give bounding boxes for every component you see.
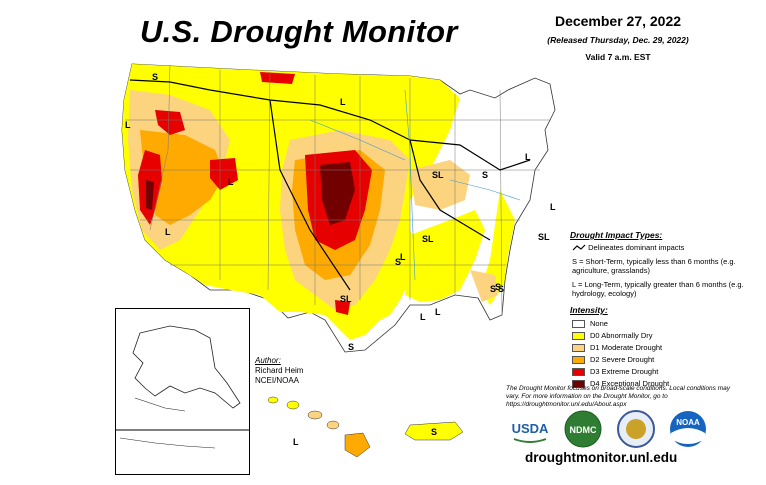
d2-region-west bbox=[140, 130, 225, 225]
map-label: SL bbox=[538, 232, 550, 242]
d0-region-southeast bbox=[405, 210, 485, 302]
map-label: S bbox=[490, 284, 496, 294]
swatch-d1 bbox=[572, 343, 585, 352]
impact-labels: S L L L L SL SL S L S L S L S SL SL S L … bbox=[125, 72, 556, 352]
rivers bbox=[309, 89, 521, 281]
legend-d3: D3 Extreme Drought bbox=[572, 366, 658, 377]
d3-region-montana bbox=[260, 72, 295, 84]
commerce-seal-logo bbox=[617, 410, 655, 448]
legend-d0: D0 Abnormally Dry bbox=[572, 330, 653, 341]
intensity-heading: Intensity: bbox=[570, 305, 608, 315]
website-url[interactable]: droughtmonitor.unl.edu bbox=[525, 450, 678, 465]
ndmc-logo: NDMC bbox=[564, 410, 602, 448]
author-block: Author: Richard Heim NCEI/NOAA bbox=[255, 356, 303, 386]
map-label: SL bbox=[432, 170, 444, 180]
legend-label: None bbox=[590, 319, 608, 328]
map-label: S bbox=[431, 427, 437, 437]
author-heading: Author: bbox=[255, 356, 281, 365]
map-label: L bbox=[420, 312, 426, 322]
legend-label: D2 Severe Drought bbox=[590, 355, 655, 364]
map-label: L bbox=[340, 97, 346, 107]
legend-label: D3 Extreme Drought bbox=[590, 367, 659, 376]
legend-d1: D1 Moderate Drought bbox=[572, 342, 662, 353]
map-label: L bbox=[550, 202, 556, 212]
d4-region-california bbox=[146, 180, 154, 210]
map-label: S bbox=[482, 170, 488, 180]
map-label: S bbox=[498, 284, 504, 294]
long-term-desc: L = Long-Term, typically greater than 6 … bbox=[572, 280, 744, 298]
impact-line-label: Delineates dominant impacts bbox=[588, 243, 685, 252]
state-boundaries bbox=[125, 64, 550, 316]
puerto-rico-inset: S bbox=[404, 421, 464, 441]
impact-types-heading: Drought Impact Types: bbox=[570, 230, 663, 240]
map-label: S bbox=[152, 72, 158, 82]
svg-text:NOAA: NOAA bbox=[676, 418, 700, 427]
d1-region-southeast bbox=[470, 270, 498, 302]
map-label: L bbox=[228, 177, 234, 187]
map-label: S bbox=[348, 342, 354, 352]
hawaii-inset: L bbox=[267, 396, 371, 458]
short-term-desc: S = Short-Term, typically less than 6 mo… bbox=[572, 257, 736, 275]
map-label: L bbox=[435, 307, 441, 317]
map-label: SL bbox=[340, 294, 352, 304]
swatch-none bbox=[572, 319, 585, 328]
swatch-d4 bbox=[572, 379, 585, 388]
map-date: December 27, 2022 bbox=[554, 13, 682, 29]
info-note: The Drought Monitor focuses on broad-sca… bbox=[506, 385, 731, 408]
map-label: SL bbox=[422, 234, 434, 244]
d3-region-texas bbox=[335, 300, 350, 315]
map-label: L bbox=[293, 437, 299, 447]
map-title: U.S. Drought Monitor bbox=[140, 14, 458, 49]
map-label: L bbox=[125, 120, 131, 130]
d4-region-plains bbox=[320, 162, 355, 225]
impact-boundaries bbox=[129, 79, 531, 291]
map-label: S bbox=[495, 282, 501, 292]
release-date: (Released Thursday, Dec. 29, 2022) bbox=[547, 35, 689, 45]
swatch-d2 bbox=[572, 355, 585, 364]
map-label: L bbox=[165, 227, 171, 237]
legend-label: D0 Abnormally Dry bbox=[590, 331, 653, 340]
d3-region-nevada bbox=[210, 158, 238, 190]
author-org: NCEI/NOAA bbox=[255, 376, 300, 385]
impact-line-legend: Delineates dominant impacts bbox=[572, 243, 766, 252]
map-label: L bbox=[400, 252, 406, 262]
swatch-d3 bbox=[572, 367, 585, 376]
legend-d2: D2 Severe Drought bbox=[572, 354, 654, 365]
legend-label: D1 Moderate Drought bbox=[590, 343, 663, 352]
conus-drought-map: S L L L L SL SL S L S L S L S SL SL S L … bbox=[121, 63, 556, 353]
author-name: Richard Heim bbox=[255, 366, 304, 375]
swatch-d0 bbox=[572, 331, 585, 340]
valid-time: Valid 7 a.m. EST bbox=[585, 52, 651, 62]
alaska-inset bbox=[115, 308, 250, 475]
usda-logo: USDA bbox=[512, 421, 549, 443]
svg-text:USDA: USDA bbox=[512, 421, 549, 436]
map-label: S bbox=[395, 257, 401, 267]
d3-region-oregon bbox=[155, 110, 185, 135]
legend-d4: D4 Exceptional Drought bbox=[572, 378, 669, 389]
svg-text:NDMC: NDMC bbox=[570, 425, 597, 435]
map-label: L bbox=[525, 152, 531, 162]
legend-label: D4 Exceptional Drought bbox=[590, 379, 670, 388]
legend-none: None bbox=[572, 318, 608, 329]
impact-line-icon bbox=[572, 244, 586, 251]
alaska-outline bbox=[132, 325, 241, 409]
noaa-logo: NOAA bbox=[670, 411, 706, 447]
